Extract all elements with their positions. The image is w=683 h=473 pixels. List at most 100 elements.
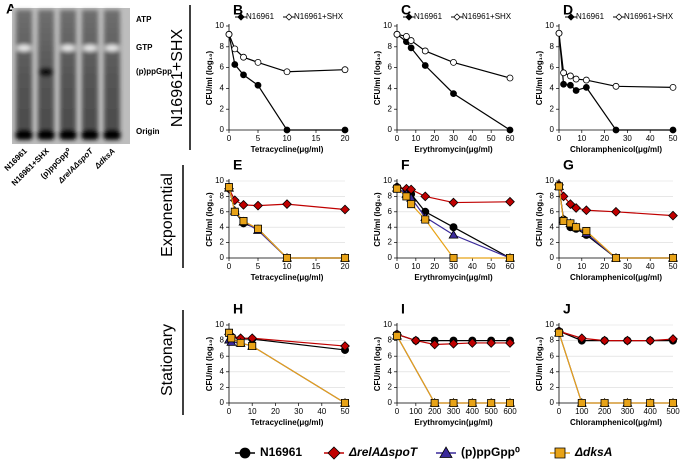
x-tick-label: 500 xyxy=(666,407,680,416)
data-point xyxy=(430,398,439,408)
y-tick-label: 8 xyxy=(220,336,225,345)
legend-marker xyxy=(453,13,461,21)
data-point xyxy=(392,184,402,193)
y-tick-label: 4 xyxy=(388,222,393,231)
y-tick-label: 10 xyxy=(215,320,224,329)
data-point xyxy=(410,335,421,346)
data-point xyxy=(421,47,429,55)
data-point xyxy=(283,68,291,76)
x-tick-label: 200 xyxy=(428,407,442,416)
x-tick-label: 20 xyxy=(341,262,350,271)
data-point xyxy=(240,71,247,79)
x-axis-label: Erythromycin(μg/ml) xyxy=(414,418,493,427)
x-tick-label: 30 xyxy=(623,262,632,271)
x-axis-label: Tetracycline(μg/ml) xyxy=(251,145,324,154)
x-tick-label: 30 xyxy=(623,134,632,143)
legend-label: N16961 xyxy=(576,12,605,21)
panel-letter: H xyxy=(233,301,243,317)
band-label: Origin xyxy=(136,127,160,136)
y-axis-label: CFU/ml (log₁₀) xyxy=(205,50,214,105)
data-point xyxy=(577,398,586,408)
data-point xyxy=(393,30,401,38)
x-tick-label: 500 xyxy=(484,407,498,416)
data-point xyxy=(623,398,632,408)
legend-marker xyxy=(285,13,293,21)
y-tick-label: 10 xyxy=(383,320,392,329)
data-point xyxy=(421,215,430,224)
y-tick-label: 6 xyxy=(388,207,393,216)
data-point xyxy=(565,199,576,209)
data-point xyxy=(582,227,591,236)
y-tick-label: 8 xyxy=(550,336,555,345)
data-point xyxy=(505,253,514,263)
data-point xyxy=(622,335,633,346)
x-axis-label: Erythromycin(μg/ml) xyxy=(414,273,493,282)
data-point xyxy=(421,62,429,69)
y-tick-label: 8 xyxy=(388,42,393,51)
y-tick-label: 2 xyxy=(550,104,555,113)
data-point xyxy=(254,59,262,66)
legend-marker xyxy=(237,13,245,21)
band-label: (p)ppGpp xyxy=(136,67,172,76)
legend-marker xyxy=(405,13,413,21)
y-axis-label: CFU/ml (log₁₀) xyxy=(373,50,382,105)
panel-letter: G xyxy=(563,157,574,173)
lane-label: ΔdksA xyxy=(92,146,117,171)
x-tick-label: 10 xyxy=(248,407,257,416)
data-point xyxy=(576,333,587,344)
data-point xyxy=(230,207,239,216)
series-line xyxy=(228,34,346,73)
y-tick-label: 4 xyxy=(220,84,225,93)
y-tick-label: 0 xyxy=(550,398,555,407)
legend-label: ΔrelAΔspoT xyxy=(348,445,419,459)
data-point xyxy=(254,81,262,89)
data-point xyxy=(487,398,496,408)
y-tick-label: 6 xyxy=(550,63,555,72)
data-point xyxy=(448,338,459,349)
data-point xyxy=(448,229,459,239)
x-tick-label: 0 xyxy=(395,134,400,143)
y-tick-label: 0 xyxy=(220,125,225,134)
panel-letter: F xyxy=(401,157,410,173)
legend-label: N16961+SHX xyxy=(294,12,344,21)
data-point xyxy=(392,331,402,340)
data-point xyxy=(572,87,580,94)
y-tick-label: 2 xyxy=(220,383,225,392)
data-point xyxy=(450,59,457,66)
data-point xyxy=(668,334,678,344)
data-point xyxy=(248,342,257,351)
data-point xyxy=(239,217,248,226)
x-tick-label: 0 xyxy=(557,262,562,271)
data-point xyxy=(669,253,677,263)
y-tick-label: 4 xyxy=(550,222,555,231)
data-point xyxy=(646,398,655,408)
x-tick-label: 20 xyxy=(430,262,439,271)
x-axis-label: Chloramphenicol(μg/ml) xyxy=(570,273,662,282)
y-tick-label: 2 xyxy=(550,383,555,392)
y-tick-label: 6 xyxy=(220,351,225,360)
row-label: Stationary xyxy=(159,324,176,396)
x-tick-label: 40 xyxy=(468,134,477,143)
data-point xyxy=(669,398,677,408)
x-tick-label: 0 xyxy=(227,262,232,271)
y-axis-label: CFU/ml (log₁₀) xyxy=(373,192,382,247)
y-tick-label: 2 xyxy=(388,104,393,113)
data-point xyxy=(668,210,678,221)
data-point xyxy=(403,33,410,40)
legend-marker xyxy=(554,447,566,459)
y-axis-label: CFU/ml (log₁₀) xyxy=(205,336,214,391)
row-label: Exponential xyxy=(159,173,176,257)
x-tick-label: 40 xyxy=(468,262,477,271)
x-tick-label: 30 xyxy=(449,262,458,271)
y-tick-label: 2 xyxy=(220,104,225,113)
data-point xyxy=(612,82,620,90)
x-tick-label: 15 xyxy=(312,134,321,143)
data-point xyxy=(505,196,515,207)
data-point xyxy=(582,83,590,91)
x-tick-label: 100 xyxy=(575,407,589,416)
data-point xyxy=(450,90,457,97)
band-label: GTP xyxy=(136,43,153,52)
data-point xyxy=(486,338,497,348)
y-tick-label: 2 xyxy=(220,238,225,247)
